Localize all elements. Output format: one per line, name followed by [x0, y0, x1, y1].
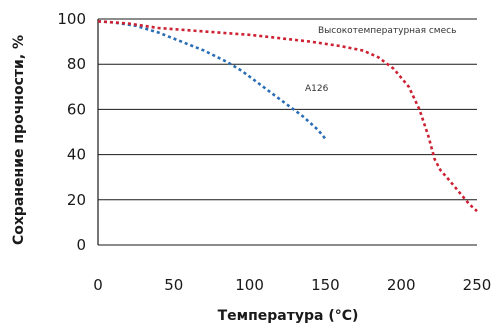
y-tick-label-40: 40 [67, 146, 86, 164]
x-tick-label-200: 200 [387, 276, 416, 294]
series-lines [97, 20, 478, 213]
series-label-a126: A126 [305, 84, 329, 94]
x-tick-label-50: 50 [164, 276, 183, 294]
y-axis-title: Сохранение прочности, % [11, 35, 27, 245]
y-tick-label-20: 20 [67, 191, 86, 209]
y-tick-label-0: 0 [76, 236, 86, 254]
x-tick-labels: 0 50 100 150 200 250 [93, 276, 491, 294]
x-tick-label-100: 100 [235, 276, 264, 294]
series-line-high-temp-mix [97, 20, 478, 213]
x-tick-label-150: 150 [311, 276, 340, 294]
y-tick-labels: 0 20 40 60 80 100 [57, 10, 86, 254]
x-tick-label-250: 250 [463, 276, 492, 294]
x-axis-title: Температура (°С) [218, 308, 359, 324]
y-tick-label-60: 60 [67, 100, 86, 118]
x-tick-label-0: 0 [93, 276, 103, 294]
series-line-a126 [97, 20, 327, 140]
y-tick-label-100: 100 [57, 10, 86, 28]
y-tick-label-80: 80 [67, 55, 86, 73]
grid-lines [98, 18, 477, 246]
series-label-high-temp-mix: Высокотемпературная смесь [318, 26, 456, 36]
